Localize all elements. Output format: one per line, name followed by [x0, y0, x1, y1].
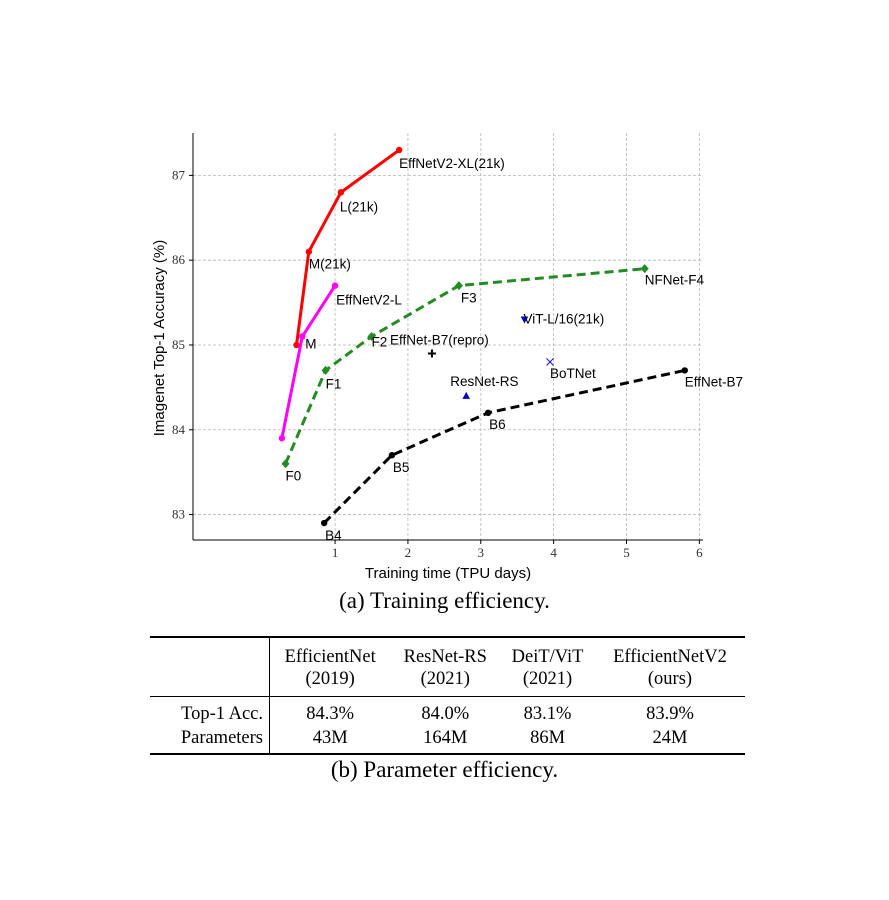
y-tick-label: 87 [172, 167, 186, 182]
parameter-efficiency-table: EfficientNet (2019) ResNet-RS (2021) Dei… [150, 636, 745, 755]
point-label: EffNet-B7(repro) [390, 332, 489, 347]
data-point-resnet-rs [462, 391, 471, 399]
table-cell: 84.3% [306, 704, 355, 724]
row-label: Parameters [150, 725, 270, 754]
point-label: BoTNet [550, 366, 596, 381]
x-tick-label: 2 [405, 545, 412, 560]
data-point-nfnet-f4 [454, 281, 463, 291]
point-label: B6 [489, 417, 506, 432]
data-point-nfnet-f4 [321, 365, 330, 375]
table-row: Parameters 43M 164M 86M 24M [150, 725, 745, 754]
y-tick-label: 85 [172, 337, 185, 352]
table-row: Top-1 Acc. 84.3% 84.0% 83.1% 83.9% [150, 696, 745, 725]
data-point-effnet-b7 [681, 367, 688, 374]
x-tick-label: 1 [332, 545, 339, 560]
table-cell: 43M [312, 728, 348, 748]
data-point-effnetv2-l [331, 282, 339, 289]
point-label: EffNetV2-L [336, 293, 402, 308]
caption-training-efficiency: (a) Training efficiency. [339, 588, 550, 613]
data-point-effnet-b7-repro [427, 349, 436, 358]
data-point-botnet [546, 358, 554, 366]
point-label: F1 [326, 376, 342, 391]
point-label: NFNet-F4 [645, 273, 705, 288]
data-point-vit-l-16-21k [520, 316, 529, 324]
data-point-effnetv2-l [278, 435, 286, 442]
x-tick-label: 5 [623, 545, 630, 560]
data-point-efficientnetv2-xl-21k [395, 146, 403, 154]
table-cell: 83.9% [646, 704, 694, 724]
point-label: ResNet-RS [450, 374, 518, 389]
data-point-efficientnetv2-xl-21k [293, 341, 300, 349]
y-tick-label: 83 [172, 507, 185, 522]
point-label: EffNetV2-XL(21k) [399, 156, 505, 171]
data-point-efficientnetv2-xl-21k [305, 248, 313, 255]
point-label: B4 [325, 528, 342, 543]
series-line-effnetv2-l [280, 284, 337, 439]
data-points [278, 146, 688, 527]
axes: 1 2 3 4 5 6 83 84 85 86 87 [172, 133, 703, 560]
column-name: ResNet-RS [403, 647, 487, 667]
training-efficiency-chart: 1 2 3 4 5 6 83 84 85 86 87 M(21k) L(21k) EffNetV2-XL… [151, 133, 744, 582]
x-tick-label: 4 [550, 545, 557, 560]
point-label: M(21k) [309, 257, 351, 272]
point-label: F3 [461, 291, 477, 306]
point-label: EffNet-B7 [685, 374, 743, 389]
point-label: F2 [372, 335, 388, 350]
table-column-header: ResNet-RS (2021) [390, 637, 501, 697]
y-tick-label: 84 [172, 422, 186, 437]
x-axis-label: Training time (TPU days) [365, 565, 531, 582]
table-header-row: EfficientNet (2019) ResNet-RS (2021) Dei… [150, 637, 745, 697]
data-point-nfnet-f4 [367, 332, 376, 341]
x-tick-label: 3 [478, 545, 485, 560]
x-tick-label: 6 [696, 545, 703, 560]
grid-lines [193, 133, 703, 540]
point-label: L(21k) [340, 199, 378, 214]
data-point-effnet-b7 [388, 452, 396, 459]
table-column-header: EfficientNet (2019) [269, 637, 391, 697]
table-column-header: DeiT/ViT (2021) [500, 637, 595, 697]
data-point-nfnet-f4 [281, 459, 290, 469]
series-line-effnet-b7 [323, 368, 686, 525]
table-corner-cell [150, 637, 270, 697]
caption-parameter-efficiency: (b) Parameter efficiency. [330, 757, 559, 782]
series-line-efficientnetv2-xl-21k [295, 148, 401, 346]
table-column-header: EfficientNetV2 (ours) [594, 637, 745, 697]
y-axis-label: Imagenet Top-1 Accuracy (%) [151, 240, 168, 436]
point-label: ViT-L/16(21k) [524, 312, 605, 327]
table-cell: 83.1% [523, 704, 572, 724]
y-tick-label: 86 [172, 252, 186, 267]
table-cell: 164M [423, 728, 468, 748]
column-name: EfficientNet [284, 647, 376, 667]
table-cell: 86M [530, 728, 566, 748]
data-point-effnet-b7 [320, 519, 328, 527]
column-year: (ours) [647, 669, 693, 689]
data-point-efficientnetv2-xl-21k [337, 189, 345, 196]
column-year: (2021) [420, 669, 470, 689]
data-point-nfnet-f4 [640, 264, 649, 274]
point-labels: M(21k) L(21k) EffNetV2-XL(21k) M EffNetV2-L F… [286, 156, 744, 543]
table-cell: 84.0% [421, 704, 470, 724]
table-cell: 24M [652, 728, 688, 748]
point-label: M [305, 337, 316, 352]
point-label: B5 [393, 460, 410, 475]
column-name: EfficientNetV2 [613, 647, 727, 667]
column-year: (2019) [305, 669, 355, 689]
column-name: DeiT/ViT [511, 647, 584, 667]
row-label: Top-1 Acc. [150, 696, 270, 725]
point-label: F0 [286, 469, 302, 484]
column-year: (2021) [522, 669, 573, 689]
data-point-effnetv2-l [299, 333, 306, 340]
data-point-effnet-b7 [484, 409, 492, 417]
